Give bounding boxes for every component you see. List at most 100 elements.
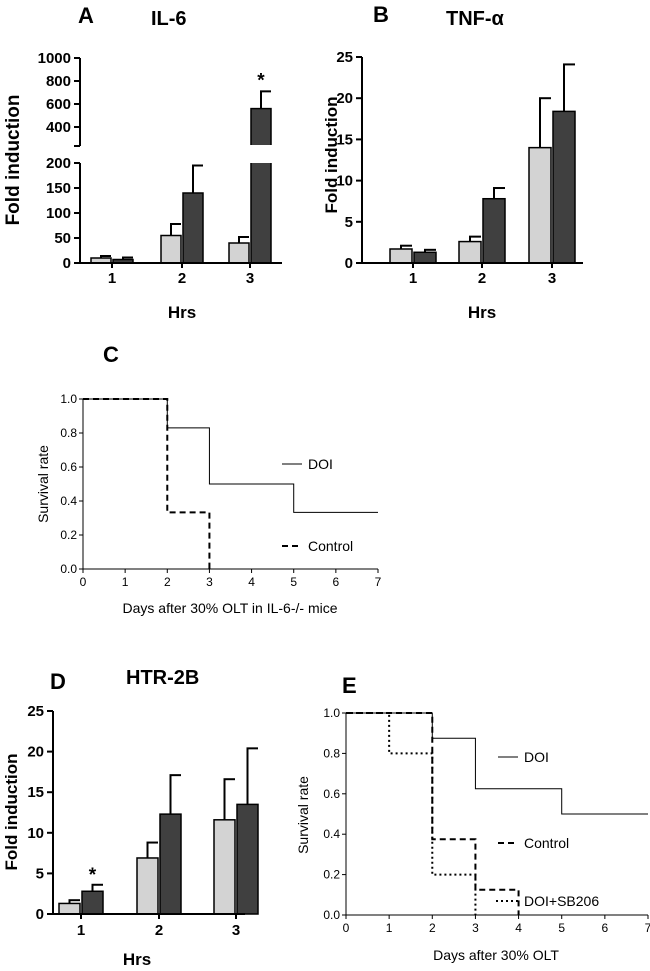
- panel-d-xtick-label-2: 2: [155, 922, 163, 939]
- panel-e-xtick-label-7: 7: [645, 921, 650, 935]
- panel-e-ytick-label-1.0: 1.0: [323, 706, 340, 720]
- panel-e-plot: 0 1 2 3 4 5 6 7 0.0 0.2 0.4 0.6 0.8 1.0 DOI Control DOI+…: [323, 706, 650, 935]
- panel-c-xtick-label-1: 1: [122, 575, 129, 589]
- panel-a-ytick-label-400: 400: [46, 119, 71, 136]
- panel-e-xtick-label-6: 6: [602, 921, 609, 935]
- panel-b-ytick-label-10: 10: [336, 173, 353, 190]
- panel-d-ytick-label-20: 20: [27, 744, 44, 761]
- panel-e-ytick-label-0.6: 0.6: [323, 787, 340, 801]
- panel-e-xtick-label-3: 3: [472, 921, 479, 935]
- panel-e-legend-label-0: DOI: [524, 749, 549, 765]
- panel-c-series-control: [83, 398, 211, 569]
- panel-a-ytick-label-800: 800: [46, 73, 71, 90]
- panel-d-bar-s1-1: [58, 902, 81, 915]
- panel-c-series-doi: [83, 398, 378, 513]
- panel-d-title: HTR-2B: [126, 667, 199, 689]
- panel-b-xlabel: Hrs: [468, 303, 496, 322]
- panel-c-ylabel: Survival rate: [35, 445, 51, 523]
- panel-a-xtick-label-2: 2: [178, 270, 186, 287]
- panel-e-xtick-label-0: 0: [343, 921, 350, 935]
- panel-b-xtick-label-2: 2: [478, 270, 486, 287]
- panel-d-significance-star: *: [89, 865, 97, 886]
- panel-c-ytick-label-0.0: 0.0: [60, 562, 77, 576]
- panel-a-significance-star: *: [257, 70, 265, 91]
- panel-b-bar-s2-1: [413, 251, 437, 264]
- panel-d-bar-s2-2: [159, 813, 182, 915]
- panel-d-ytick-label-5: 5: [36, 865, 44, 882]
- panel-c-ytick-label-0.2: 0.2: [60, 528, 77, 542]
- panel-e-xlabel: Days after 30% OLT: [433, 947, 559, 963]
- panel-e-xtick-label-4: 4: [515, 921, 522, 935]
- panel-e-xtick-label-5: 5: [558, 921, 565, 935]
- panel-b-bar-s1-3: [528, 146, 552, 264]
- panel-c-xtick-label-4: 4: [248, 575, 255, 589]
- panel-d-bar-s1-3: [213, 819, 236, 915]
- panel-e: E Survival rate Days after 30% OLT 0 1 2 3 4…: [295, 673, 650, 963]
- panel-e-ytick-label-0.4: 0.4: [323, 827, 340, 841]
- panel-d-bar-s2-3: [236, 803, 259, 915]
- panel-c: C Survival rate Days after 30% OLT in IL…: [35, 342, 382, 616]
- panel-b-ytick-label-5: 5: [345, 214, 353, 231]
- panel-e-legend-label-1: Control: [524, 835, 569, 851]
- panel-d-ytick-label-10: 10: [27, 825, 44, 842]
- panel-a-bar-s2-2: [182, 192, 204, 264]
- panel-b-xtick-label-3: 3: [548, 270, 556, 287]
- panel-d-ytick-label-0: 0: [36, 906, 44, 923]
- panel-b-bar-s1-2: [458, 240, 482, 264]
- panel-d-ylabel: Fold induction: [2, 753, 21, 870]
- panel-b-bar-s2-2: [482, 197, 506, 264]
- panel-d-plot: 1 2 3 0 5 10 15 20 25 *: [27, 703, 259, 939]
- panel-b-xtick-label-1: 1: [409, 270, 417, 287]
- panel-a: A IL-6 Fold induction Hrs 1 2 3 0 50 100 150 20…: [3, 3, 282, 322]
- panel-a-bar-break-gap: [249, 145, 273, 163]
- panel-d-ytick-label-15: 15: [27, 784, 44, 801]
- panel-d-xlabel: Hrs: [123, 950, 151, 969]
- panel-a-bar-s1-3: [228, 242, 250, 264]
- panel-e-xtick-label-1: 1: [386, 921, 393, 935]
- panel-b-ylabel: Fold induction: [322, 96, 341, 213]
- panel-d-ytick-label-25: 25: [27, 703, 44, 720]
- panel-b-bar-s1-1: [389, 248, 413, 264]
- panel-a-letter: A: [78, 3, 94, 28]
- panel-c-ytick-label-1.0: 1.0: [60, 392, 77, 406]
- panel-a-xtick-label-3: 3: [246, 270, 254, 287]
- panel-a-ytick-label-200: 200: [46, 155, 71, 172]
- panel-c-ytick-label-0.4: 0.4: [60, 494, 77, 508]
- panel-a-ylabel: Fold induction: [3, 95, 24, 226]
- panel-d-xtick-label-1: 1: [77, 922, 85, 939]
- panel-a-plot: 1 2 3 0 50 100 150 200 400 600 800 1000 *: [38, 50, 282, 287]
- panel-b-ytick-label-20: 20: [336, 90, 353, 107]
- panel-e-series-control: [346, 712, 520, 915]
- panel-c-xtick-label-5: 5: [290, 575, 297, 589]
- panel-b-ytick-label-25: 25: [336, 49, 353, 66]
- panel-a-xtick-label-1: 1: [108, 270, 116, 287]
- panel-c-plot: 0 1 2 3 4 5 6 7 0.0 0.2 0.4 0.6 0.8 1.0 DOI Control: [60, 392, 381, 589]
- panel-e-series-doi: [346, 712, 648, 815]
- panel-c-legend-label-1: Control: [308, 538, 353, 554]
- panel-a-bar-s1-2: [160, 234, 182, 264]
- panel-b: B TNF-α Fold induction Hrs 1 2 3 0 5 10 15 20 25: [322, 2, 583, 322]
- panel-c-ytick-label-0.8: 0.8: [60, 426, 77, 440]
- panel-c-xtick-label-2: 2: [164, 575, 171, 589]
- panel-a-xlabel: Hrs: [168, 303, 196, 322]
- panel-e-ytick-label-0.8: 0.8: [323, 746, 340, 760]
- panel-c-xlabel: Days after 30% OLT in IL-6-/- mice: [123, 600, 338, 616]
- panel-a-ytick-label-150: 150: [46, 180, 71, 197]
- panel-a-ytick-label-0: 0: [63, 255, 71, 272]
- panel-b-letter: B: [373, 2, 389, 27]
- panel-d-bar-s2-1: [81, 890, 104, 915]
- panel-e-xtick-label-2: 2: [429, 921, 436, 935]
- panel-d: D HTR-2B Fold induction Hrs 1 2 3 0 5 10 15 20 2…: [2, 667, 259, 969]
- panel-a-bar-s2-3: [250, 107, 272, 264]
- panel-d-letter: D: [50, 669, 66, 694]
- panel-c-letter: C: [103, 342, 119, 367]
- panel-c-xtick-label-6: 6: [333, 575, 340, 589]
- panel-a-ytick-label-50: 50: [54, 230, 71, 247]
- panel-e-ytick-label-0.2: 0.2: [323, 868, 340, 882]
- panel-a-ytick-label-1000: 1000: [38, 50, 71, 67]
- panel-c-ytick-label-0.6: 0.6: [60, 460, 77, 474]
- panel-c-xtick-label-7: 7: [375, 575, 382, 589]
- panel-b-ytick-label-0: 0: [345, 255, 353, 272]
- panel-b-bar-s2-3: [552, 110, 576, 264]
